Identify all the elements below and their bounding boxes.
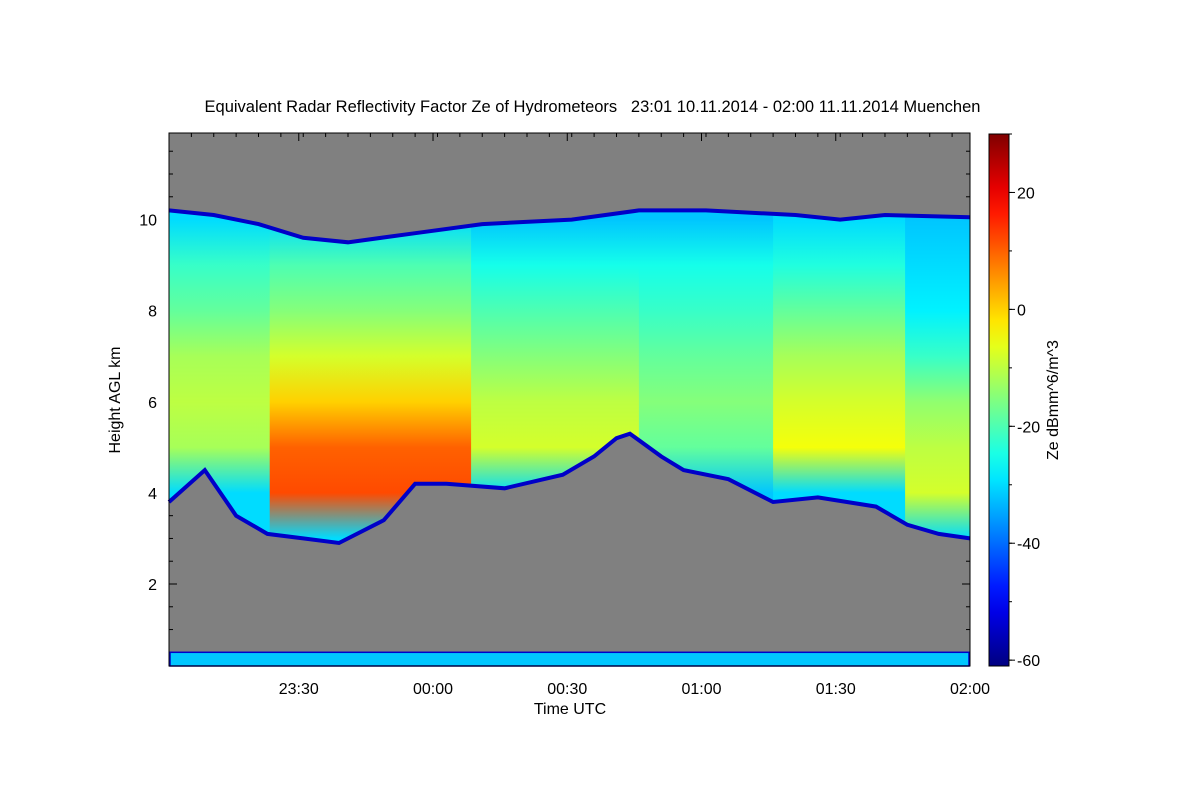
y-tick-label: 6 (148, 395, 157, 412)
x-axis-label: Time UTC (534, 701, 606, 718)
x-axis: 23:30 00:00 00:30 01:00 01:30 02:00 (168, 133, 990, 698)
colorbar-tick-label: -20 (1017, 419, 1040, 436)
x-tick-label: 01:30 (816, 681, 856, 698)
colorbar-tick-label: 20 (1017, 185, 1035, 202)
x-tick-label: 00:00 (413, 681, 453, 698)
y-tick-label: 10 (139, 213, 157, 230)
y-tick-label: 4 (148, 486, 157, 503)
plot-frame (168, 132, 971, 667)
colorbar-tick-label: -60 (1017, 653, 1040, 670)
surface-clutter-band (169, 651, 970, 667)
colorbar-tick-label: 0 (1017, 302, 1026, 319)
y-tick-label: 2 (148, 577, 157, 594)
x-tick-label: 02:00 (950, 681, 990, 698)
colorbar-ticks: 20 0 -20 -40 -60 (1009, 133, 1040, 670)
colorbar: 20 0 -20 -40 -60 Ze dBmm^6/m^3 (988, 133, 1062, 670)
x-tick-label: 00:30 (547, 681, 587, 698)
x-tick-label: 01:00 (681, 681, 721, 698)
y-tick-label: 8 (148, 304, 157, 321)
reflectivity-strip (773, 210, 907, 543)
colorbar-tick-label: -40 (1017, 536, 1040, 553)
colorbar-gradient (988, 133, 1010, 667)
x-tick-label: 23:30 (279, 681, 319, 698)
cloud-top-edge (168, 208, 971, 245)
cloud-base-edge (167, 431, 971, 546)
chart-title: Equivalent Radar Reflectivity Factor Ze … (204, 98, 981, 116)
reflectivity-strip (905, 210, 970, 543)
colorbar-label: Ze dBmm^6/m^3 (1045, 340, 1062, 460)
y-axis-label: Height AGL km (107, 346, 124, 453)
